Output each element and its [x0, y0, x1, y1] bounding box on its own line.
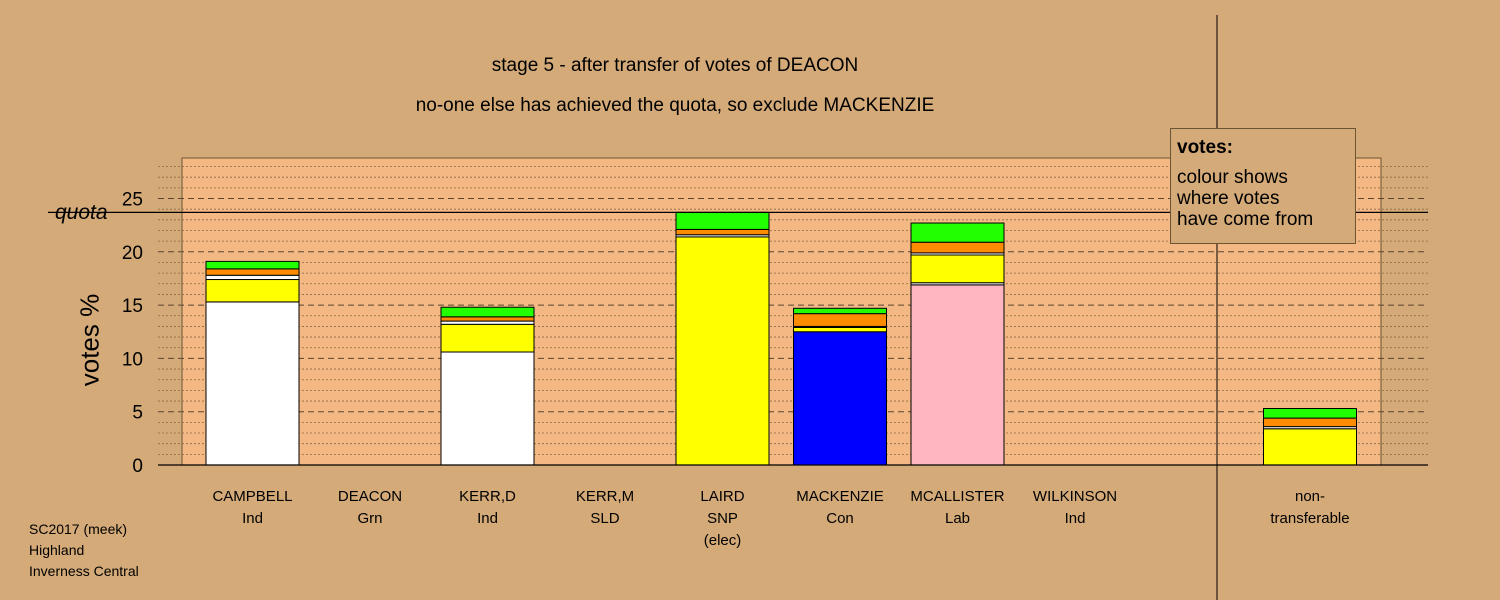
- y-tick-label: 15: [122, 296, 143, 317]
- bar-segment: [205, 274, 300, 281]
- bar-segment: [440, 323, 535, 353]
- chart-title: stage 5 - after transfer of votes of DEA…: [491, 55, 859, 76]
- candidate-label: Ind: [242, 510, 263, 527]
- bar-segment: [1263, 417, 1357, 428]
- candidate-label: SLD: [590, 510, 619, 527]
- candidate-label: Ind: [1065, 510, 1086, 527]
- y-tick-label: 10: [122, 349, 143, 370]
- candidate-label: transferable: [1270, 510, 1349, 527]
- legend-box: votes: colour shows where votes have com…: [1170, 128, 1356, 244]
- bar-segment: [205, 301, 300, 466]
- candidate-label: Ind: [477, 510, 498, 527]
- bar-segment: [440, 316, 535, 322]
- footer-election: SC2017 (meek): [29, 521, 128, 537]
- candidate-label: MACKENZIE: [796, 488, 884, 505]
- bar-segment: [910, 241, 1005, 254]
- y-tick-label: 20: [122, 243, 143, 264]
- candidate-label: KERR,M: [576, 488, 634, 505]
- bar-segment: [675, 211, 770, 230]
- bar-segment: [205, 279, 300, 303]
- candidate-label: Grn: [357, 510, 382, 527]
- bar-segment: [910, 254, 1005, 284]
- bar-segment: [205, 260, 300, 270]
- bar-segment: [205, 268, 300, 276]
- candidate-label: WILKINSON: [1033, 488, 1117, 505]
- legend-text: colour shows where votes have come from: [1177, 167, 1314, 230]
- footer-council: Highland: [29, 542, 85, 558]
- y-tick-label: 0: [132, 456, 143, 477]
- footer-ward: Inverness Central: [29, 563, 139, 579]
- y-axis-label: votes %: [74, 293, 105, 387]
- candidate-label: SNP: [707, 510, 738, 527]
- bar-segment: [793, 326, 887, 333]
- bar-segment: [1263, 408, 1357, 419]
- chart-subtitle: no-one else has achieved the quota, so e…: [415, 95, 935, 116]
- candidate-label: non-: [1295, 488, 1325, 505]
- bar-segment: [1263, 428, 1357, 466]
- bar-segment: [440, 306, 535, 318]
- bar-segment: [910, 222, 1005, 243]
- bar-segment: [793, 307, 887, 315]
- y-tick-label: 5: [132, 403, 143, 424]
- candidate-label: (elec): [704, 532, 742, 549]
- candidate-label: Con: [826, 510, 854, 527]
- candidate-label: MCALLISTER: [910, 488, 1004, 505]
- candidate-label: DEACON: [338, 488, 402, 505]
- candidate-label: CAMPBELL: [212, 488, 292, 505]
- y-tick-label: 25: [122, 190, 143, 211]
- candidate-label: Lab: [945, 510, 970, 527]
- bar-segment: [793, 331, 887, 466]
- bar-segment: [440, 351, 535, 466]
- bar-segment: [793, 313, 887, 327]
- candidate-label: LAIRD: [700, 488, 744, 505]
- quota-label: quota: [55, 201, 108, 224]
- bar-segment: [910, 284, 1005, 466]
- bar-segment: [675, 228, 770, 236]
- candidate-label: KERR,D: [459, 488, 516, 505]
- bar-segment: [675, 236, 770, 466]
- legend-title: votes:: [1177, 137, 1233, 158]
